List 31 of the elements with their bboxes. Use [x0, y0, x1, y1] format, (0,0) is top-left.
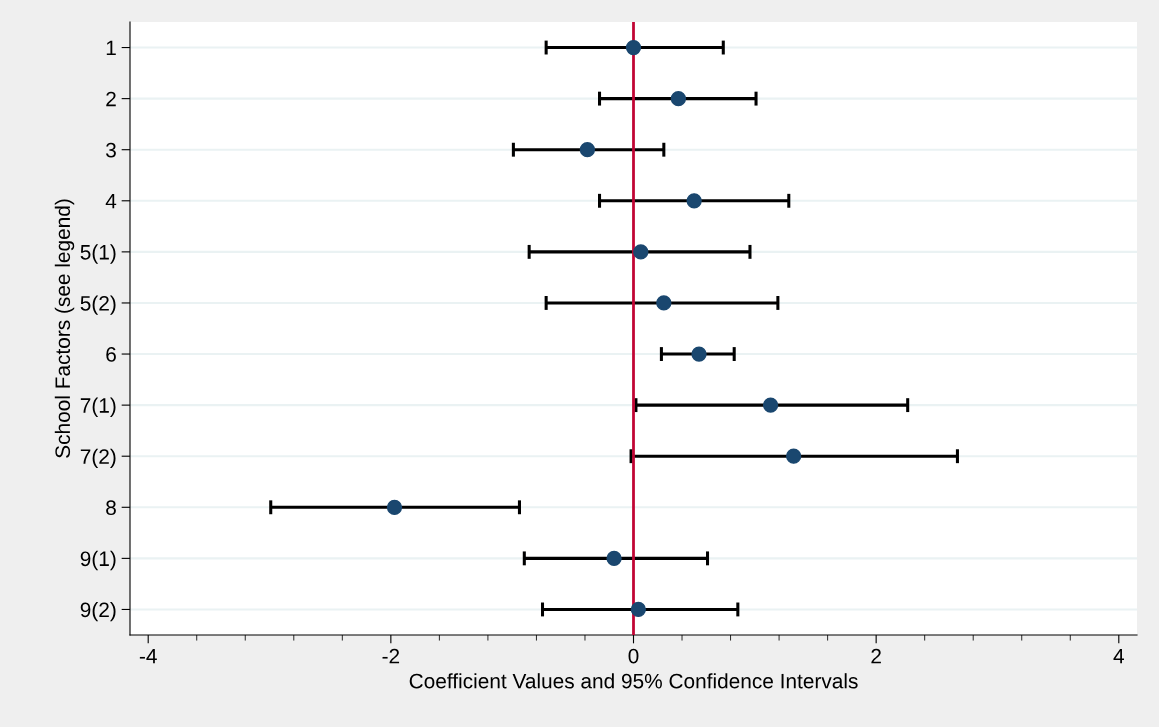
- y-tick-label: 5(2): [80, 295, 116, 315]
- x-tick-label: 4: [1113, 648, 1124, 664]
- x-tick-label: -2: [382, 648, 400, 664]
- y-tick-label: 9(2): [80, 601, 116, 622]
- y-tick-label: 7(2): [80, 448, 116, 469]
- y-tick-label: 2: [106, 91, 116, 107]
- y-tick-label: 4: [105, 194, 117, 209]
- y-tick-label: 1: [106, 40, 116, 56]
- point: [633, 244, 649, 260]
- point: [762, 397, 779, 413]
- y-tick-label: 6: [106, 347, 116, 362]
- point: [630, 601, 646, 618]
- point: [786, 448, 802, 464]
- point: [686, 193, 702, 209]
- y-axis-title: School Factors (see legend): [54, 199, 75, 458]
- y-tick-label: 8: [106, 500, 116, 516]
- x-tick-label: 2: [871, 648, 881, 664]
- y-tick-label: 3: [106, 142, 116, 158]
- x-tick-label: 0: [628, 648, 639, 664]
- point: [579, 142, 596, 158]
- x-axis-title: Coefficient Values and 95% Confidence Intervals: [409, 673, 858, 689]
- point: [386, 499, 403, 515]
- point: [606, 550, 622, 567]
- point: [656, 295, 672, 311]
- y-tick-label: 5(1): [80, 244, 116, 264]
- point: [625, 39, 642, 56]
- y-tick-label: 7(1): [80, 397, 116, 417]
- point: [670, 90, 687, 107]
- point: [691, 346, 707, 362]
- x-tick-label: -4: [139, 648, 157, 664]
- y-tick-label: 9(1): [80, 550, 116, 571]
